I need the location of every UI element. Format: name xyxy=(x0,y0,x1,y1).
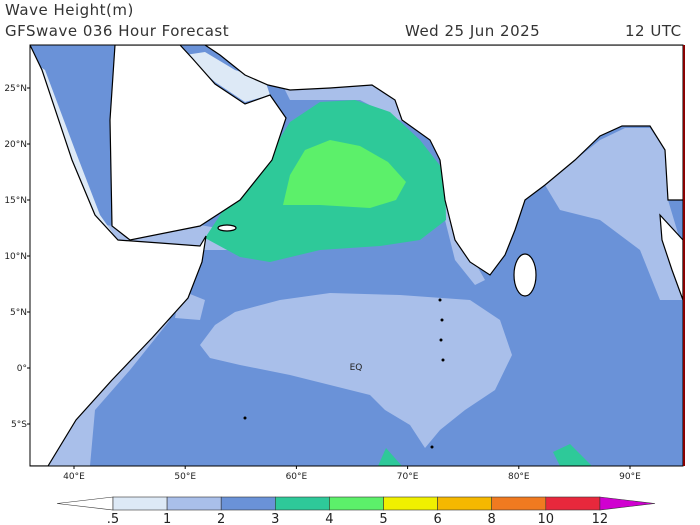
colorbar-label: 8 xyxy=(488,512,496,525)
colorbar-label: 2 xyxy=(217,512,225,525)
axis-labels: 25°N 20°N 15°N 10°N 5°N 0° 5°S 40°E 50°E 60°E 70°E… xyxy=(4,84,641,482)
colorbar-swatch xyxy=(545,496,601,511)
islands xyxy=(243,298,445,449)
colorbar-swatch xyxy=(437,496,493,511)
colorbar-swatch xyxy=(491,496,547,511)
colorbar-label: 3 xyxy=(271,512,279,525)
lat-label: 5°S xyxy=(11,420,27,430)
time-label: 12 UTC xyxy=(625,22,682,40)
lon-label: 70°E xyxy=(397,472,419,482)
colorbar-max-arrow xyxy=(599,496,656,511)
colorbar-swatch xyxy=(112,496,168,511)
lon-label: 40°E xyxy=(63,472,85,482)
colorbar-swatch xyxy=(166,496,222,511)
land-sumatra xyxy=(659,213,683,301)
map-title: Wave Height(m) xyxy=(5,1,134,19)
land-socotra xyxy=(217,224,237,232)
colorbar-label: 5 xyxy=(379,512,387,525)
colorbar-label: .5 xyxy=(107,512,119,525)
lon-label: 50°E xyxy=(174,472,196,482)
colorbar-swatch xyxy=(220,496,276,511)
equator-label: EQ xyxy=(350,363,363,373)
wave-3-4m xyxy=(378,448,402,466)
lon-label: 60°E xyxy=(286,472,308,482)
map-area xyxy=(30,45,683,466)
colorbar-label: 1 xyxy=(163,512,171,525)
colorbar-label: 12 xyxy=(592,512,609,525)
colorbar-swatch xyxy=(274,496,330,511)
colorbar-label: 4 xyxy=(325,512,333,525)
land-arabia xyxy=(109,45,287,241)
lat-label: 15°N xyxy=(4,196,27,206)
colorbar-min-arrow xyxy=(56,496,114,511)
lon-label: 90°E xyxy=(619,472,641,482)
colorbar-swatch xyxy=(383,496,438,511)
wave-4-5m xyxy=(283,140,406,208)
wave-3-4m xyxy=(553,444,592,466)
lat-label: 20°N xyxy=(4,140,27,150)
lon-label: 80°E xyxy=(508,472,530,482)
date-label: Wed 25 Jun 2025 xyxy=(405,22,540,40)
lat-label: 0° xyxy=(17,364,27,374)
colorbar-label: 10 xyxy=(538,512,555,525)
land-africa xyxy=(30,45,207,466)
colorbar-label: 6 xyxy=(433,512,441,525)
lat-label: 5°N xyxy=(10,308,27,318)
model-label: GFSwave 036 Hour Forecast xyxy=(5,22,229,40)
lat-label: 25°N xyxy=(4,84,27,94)
land-asia xyxy=(203,45,683,276)
lat-label: 10°N xyxy=(4,252,27,262)
colorbar-swatch xyxy=(329,496,384,511)
colorbar: .5 1 2 3 4 5 6 8 10 12 xyxy=(56,496,656,525)
land-sri-lanka xyxy=(513,253,537,297)
